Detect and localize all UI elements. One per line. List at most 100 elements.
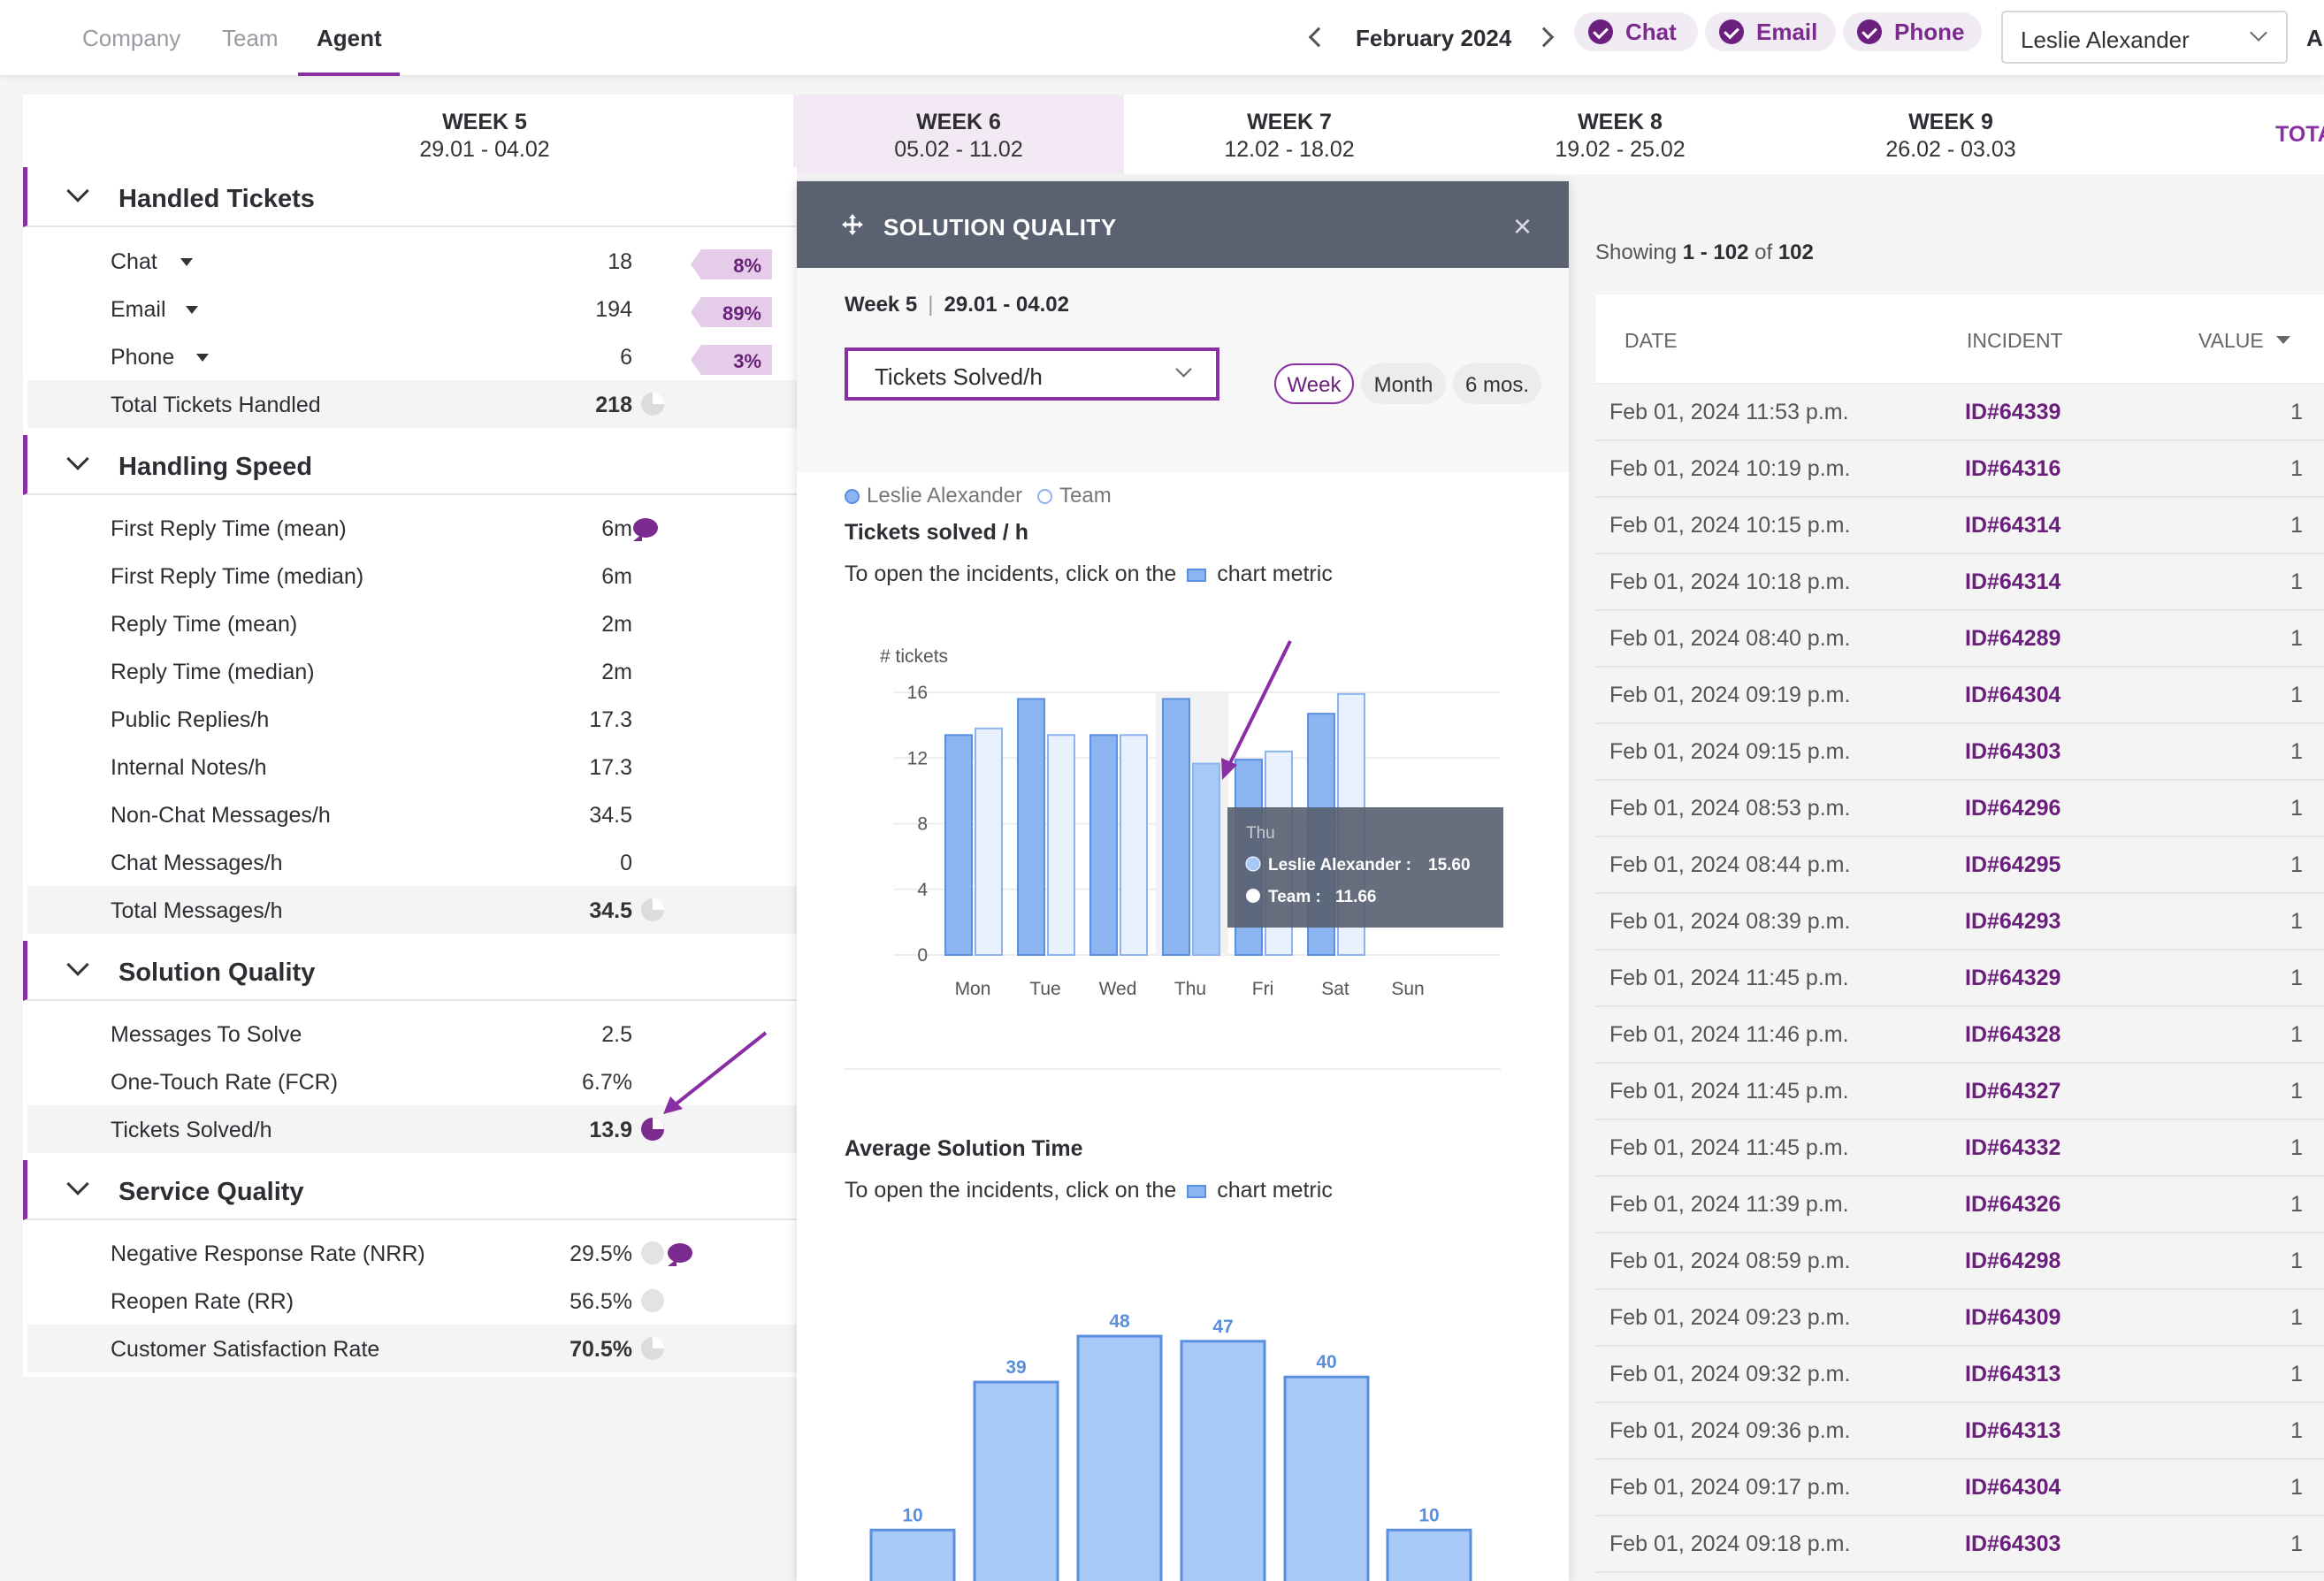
period-week-button[interactable]: Week: [1274, 363, 1354, 404]
week-5-column[interactable]: WEEK 5 29.01 - 04.02: [319, 95, 650, 174]
incident-id-link[interactable]: ID#64303: [1965, 739, 2061, 764]
column-header-incident[interactable]: INCIDENT: [1967, 329, 2063, 352]
bar-team[interactable]: [975, 727, 1003, 956]
period-6mos-button[interactable]: 6 mos.: [1453, 363, 1541, 404]
incident-id-link[interactable]: ID#64328: [1965, 1022, 2061, 1047]
table-row[interactable]: Feb 01, 2024 11:53 p.m. ID#64339 1: [1595, 385, 2324, 441]
metric-row-total-tickets: Total Tickets Handled 218: [27, 380, 797, 428]
pie-chart-icon[interactable]: [641, 1337, 664, 1360]
section-solution-quality[interactable]: Solution Quality: [23, 941, 797, 1001]
section-service-quality[interactable]: Service Quality: [23, 1160, 797, 1220]
incident-id-link[interactable]: ID#64314: [1965, 513, 2061, 538]
agent-select[interactable]: Leslie Alexander: [2001, 11, 2288, 64]
channel-email-toggle[interactable]: Email: [1705, 12, 1836, 51]
pie-chart-icon[interactable]: [641, 393, 664, 416]
modal-header[interactable]: SOLUTION QUALITY ×: [797, 181, 1569, 268]
table-row[interactable]: Feb 01, 2024 09:32 p.m. ID#64313 1: [1595, 1347, 2324, 1403]
bar[interactable]: [973, 1380, 1059, 1581]
tooltip-agent-value: 15.60: [1428, 856, 1471, 875]
prev-month-icon[interactable]: [1308, 27, 1329, 48]
table-row[interactable]: Feb 01, 2024 11:45 p.m. ID#64327 1: [1595, 1064, 2324, 1120]
period-month-button[interactable]: Month: [1361, 363, 1446, 404]
pie-chart-icon[interactable]: [641, 1118, 664, 1141]
channel-phone-toggle[interactable]: Phone: [1843, 12, 1982, 51]
table-row[interactable]: Feb 01, 2024 08:40 p.m. ID#64289 1: [1595, 611, 2324, 668]
bar-team[interactable]: [1120, 734, 1148, 956]
column-header-date[interactable]: DATE: [1625, 329, 1678, 352]
incident-id-link[interactable]: ID#64313: [1965, 1418, 2061, 1443]
incident-id-link[interactable]: ID#64303: [1965, 1531, 2061, 1556]
tab-team[interactable]: Team: [222, 25, 279, 51]
next-month-icon[interactable]: [1533, 27, 1555, 48]
incident-id-link[interactable]: ID#64304: [1965, 1475, 2061, 1500]
incident-id-link[interactable]: ID#64314: [1965, 569, 2061, 594]
week-9-column[interactable]: WEEK 9 26.02 - 03.03: [1785, 95, 2116, 174]
incident-id-link[interactable]: ID#64313: [1965, 1362, 2061, 1386]
column-header-value[interactable]: VALUE: [2198, 329, 2264, 352]
caret-down-icon[interactable]: [186, 306, 198, 314]
incident-id-link[interactable]: ID#64326: [1965, 1192, 2061, 1217]
week-8-column[interactable]: WEEK 8 19.02 - 25.02: [1455, 95, 1785, 174]
pie-chart-icon[interactable]: [641, 898, 664, 921]
bar[interactable]: [1076, 1334, 1163, 1581]
section-handling-speed[interactable]: Handling Speed: [23, 435, 797, 495]
comment-icon[interactable]: [668, 1243, 692, 1266]
table-row[interactable]: Feb 01, 2024 09:18 p.m. ID#64303 1: [1595, 1516, 2324, 1573]
table-row[interactable]: Feb 01, 2024 11:45 p.m. ID#64332 1: [1595, 1120, 2324, 1177]
table-row[interactable]: Feb 01, 2024 11:39 p.m. ID#64326 1: [1595, 1177, 2324, 1233]
incident-id-link[interactable]: ID#64298: [1965, 1249, 2061, 1273]
week-6-column[interactable]: WEEK 6 05.02 - 11.02: [793, 95, 1124, 174]
metric-select[interactable]: Tickets Solved/h: [845, 348, 1219, 401]
incident-id-link[interactable]: ID#64289: [1965, 626, 2061, 651]
section-handled-tickets[interactable]: Handled Tickets: [23, 167, 797, 227]
incident-id-link[interactable]: ID#64332: [1965, 1135, 2061, 1160]
incident-date: Feb 01, 2024 11:46 p.m.: [1609, 1022, 1849, 1047]
table-row[interactable]: Feb 01, 2024 11:45 p.m. ID#64329 1: [1595, 951, 2324, 1007]
tab-company[interactable]: Company: [82, 25, 181, 51]
comment-icon[interactable]: [633, 518, 658, 541]
bar[interactable]: [1283, 1375, 1370, 1581]
table-row[interactable]: Feb 01, 2024 10:15 p.m. ID#64314 1: [1595, 498, 2324, 554]
table-row[interactable]: Feb 01, 2024 09:23 p.m. ID#64309 1: [1595, 1290, 2324, 1347]
table-row[interactable]: Feb 01, 2024 09:15 p.m. ID#64303 1: [1595, 724, 2324, 781]
caret-down-icon[interactable]: [196, 354, 209, 362]
bar[interactable]: [869, 1528, 956, 1581]
week-dates: 12.02 - 18.02: [1224, 137, 1355, 162]
incident-id-link[interactable]: ID#64329: [1965, 966, 2061, 990]
table-row[interactable]: Feb 01, 2024 09:17 p.m. ID#64304 1: [1595, 1460, 2324, 1516]
table-row[interactable]: Feb 01, 2024 08:44 p.m. ID#64295 1: [1595, 837, 2324, 894]
incident-id-link[interactable]: ID#64327: [1965, 1079, 2061, 1104]
table-row[interactable]: Feb 01, 2024 09:36 p.m. ID#64313 1: [1595, 1403, 2324, 1460]
table-row[interactable]: Feb 01, 2024 10:19 p.m. ID#64316 1: [1595, 441, 2324, 498]
bar-agent[interactable]: [944, 734, 973, 956]
table-row[interactable]: Feb 01, 2024 08:59 p.m. ID#64298 1: [1595, 1233, 2324, 1290]
table-row[interactable]: Feb 01, 2024 08:53 p.m. ID#64296 1: [1595, 781, 2324, 837]
table-row[interactable]: Feb 01, 2024 10:18 p.m. ID#64314 1: [1595, 554, 2324, 611]
incident-id-link[interactable]: ID#64309: [1965, 1305, 2061, 1330]
channel-chat-toggle[interactable]: Chat: [1574, 12, 1698, 51]
bar-agent[interactable]: [1017, 698, 1045, 957]
week-7-column[interactable]: WEEK 7 12.02 - 18.02: [1124, 95, 1455, 174]
bar-agent[interactable]: [1089, 734, 1118, 956]
tab-agent[interactable]: Agent: [317, 25, 382, 51]
move-icon[interactable]: [841, 213, 864, 236]
incident-id-link[interactable]: ID#64293: [1965, 909, 2061, 934]
table-row[interactable]: Feb 01, 2024 08:39 p.m. ID#64293 1: [1595, 894, 2324, 951]
legend-team[interactable]: Team: [1037, 484, 1112, 508]
incident-id-link[interactable]: ID#64295: [1965, 852, 2061, 877]
incident-id-link[interactable]: ID#64339: [1965, 400, 2061, 424]
bar[interactable]: [1180, 1340, 1266, 1581]
close-icon[interactable]: ×: [1513, 208, 1533, 244]
sort-desc-icon[interactable]: [2276, 336, 2290, 344]
incident-id-link[interactable]: ID#64304: [1965, 683, 2061, 707]
caret-down-icon[interactable]: [180, 258, 193, 266]
table-row[interactable]: Feb 01, 2024 09:19 p.m. ID#64304 1: [1595, 668, 2324, 724]
incident-id-link[interactable]: ID#64296: [1965, 796, 2061, 821]
bar-team[interactable]: [1192, 762, 1220, 956]
bar-agent[interactable]: [1162, 698, 1190, 957]
bar-team[interactable]: [1047, 734, 1075, 956]
incident-id-link[interactable]: ID#64316: [1965, 456, 2061, 481]
table-row[interactable]: Feb 01, 2024 11:46 p.m. ID#64328 1: [1595, 1007, 2324, 1064]
legend-agent[interactable]: Leslie Alexander: [845, 484, 1022, 508]
bar[interactable]: [1386, 1528, 1472, 1581]
